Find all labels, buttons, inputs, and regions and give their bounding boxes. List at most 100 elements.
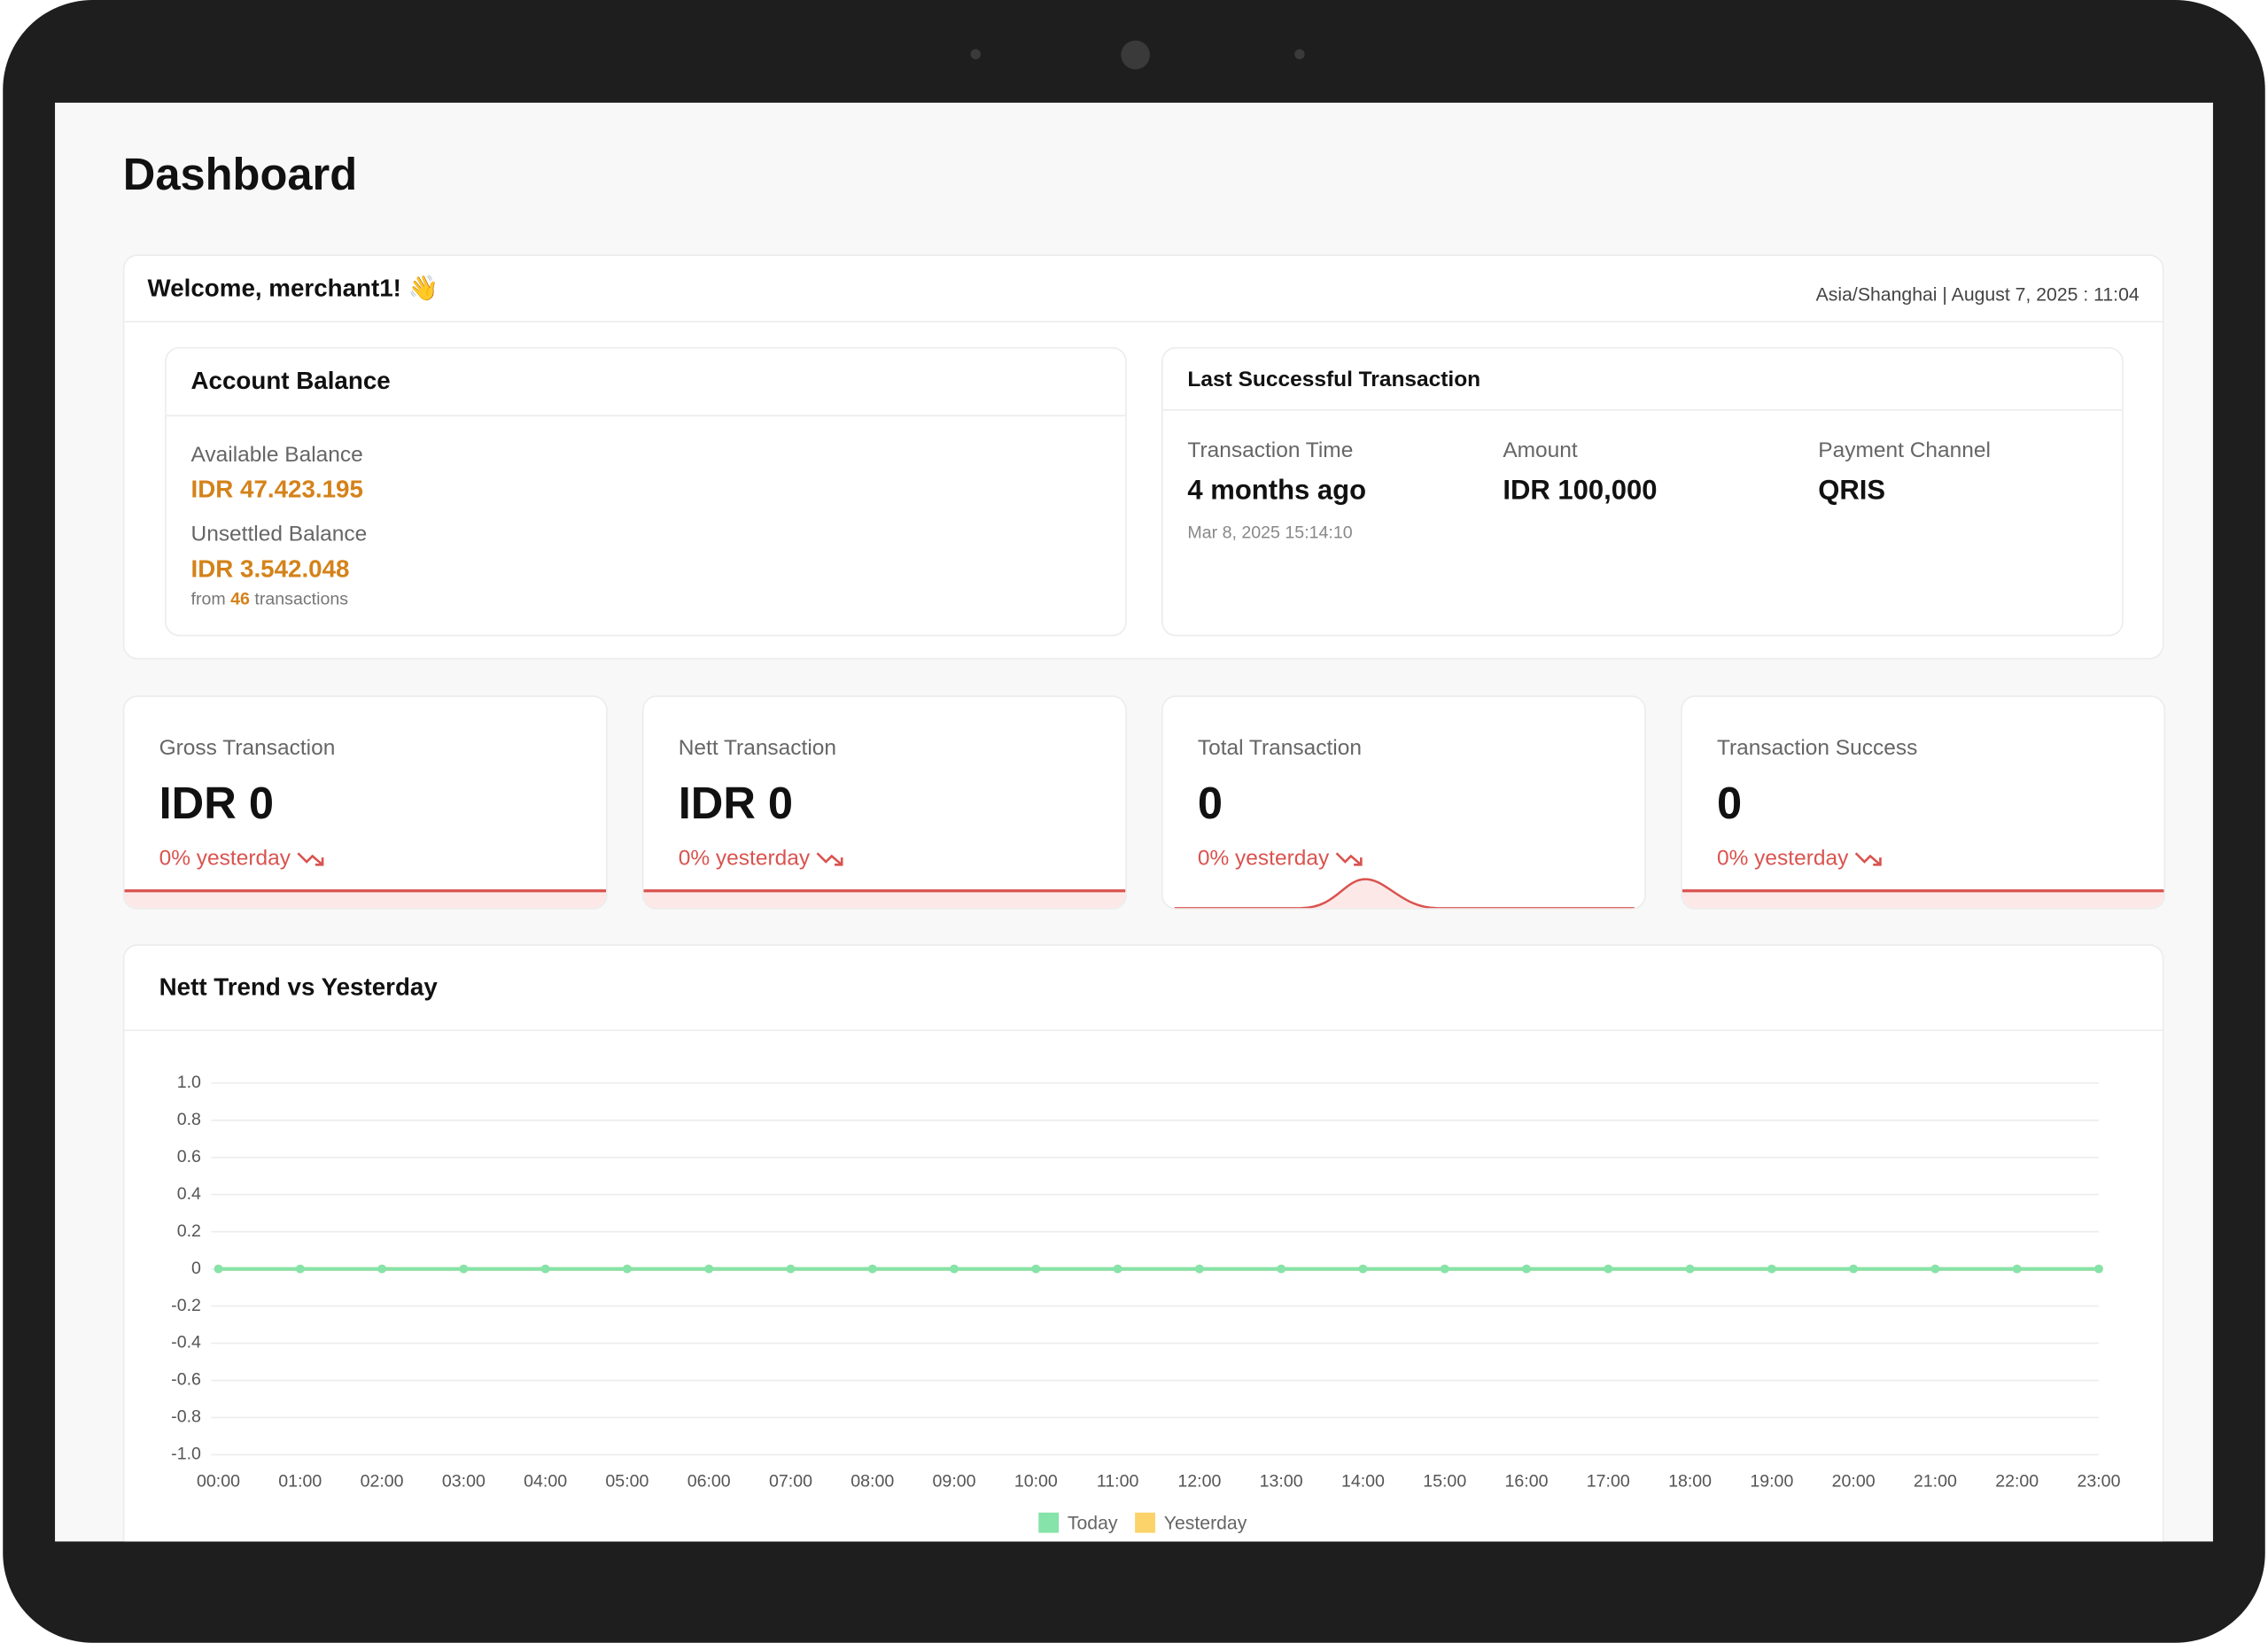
- count: 46: [230, 588, 250, 609]
- card-title: Account Balance: [190, 367, 391, 395]
- x-tick-label: 04:00: [524, 1472, 567, 1492]
- stat-card: Transaction Success 0 0% yesterday: [1681, 695, 2166, 910]
- data-point: [1930, 1264, 1940, 1274]
- x-tick-label: 23:00: [2077, 1472, 2120, 1492]
- x-tick-label: 07:00: [769, 1472, 812, 1492]
- x-tick-label: 13:00: [1260, 1472, 1303, 1492]
- change-text: 0% yesterday: [159, 846, 291, 871]
- data-point: [2012, 1264, 2022, 1274]
- x-tick-label: 12:00: [1177, 1472, 1221, 1492]
- data-point: [1522, 1264, 1531, 1274]
- stat-value: IDR 0: [159, 778, 274, 829]
- legend-swatch: [1135, 1512, 1155, 1533]
- chart-card: Nett Trend vs Yesterday -1.0 -0.8 -0.6 -0.4…: [122, 944, 2164, 1542]
- data-point: [2094, 1264, 2103, 1274]
- card-title: Last Successful Transaction: [1187, 367, 1481, 392]
- trend-down-icon: [1854, 852, 1882, 866]
- balance-value: IDR 47.423.195: [190, 476, 363, 504]
- x-tick-label: 20:00: [1832, 1472, 1876, 1492]
- label: Transaction Time: [1187, 438, 1354, 463]
- greeting: Welcome, merchant1! 👋: [147, 275, 439, 303]
- y-tick-label: 0.2: [177, 1221, 201, 1241]
- stat-change: 0% yesterday: [159, 846, 326, 871]
- change-text: 0% yesterday: [1197, 846, 1330, 871]
- stat-value: 0: [1716, 778, 1743, 829]
- y-tick-label: -0.2: [171, 1296, 201, 1315]
- welcome-card: Welcome, merchant1! 👋 Asia/Shanghai | Au…: [122, 254, 2164, 660]
- x-tick-label: 19:00: [1750, 1472, 1793, 1492]
- sensor: [1294, 49, 1305, 59]
- data-point: [1031, 1264, 1041, 1274]
- data-point: [1358, 1264, 1368, 1274]
- x-tick-label: 08:00: [850, 1472, 894, 1492]
- data-point: [459, 1264, 469, 1274]
- x-tick-label: 18:00: [1668, 1472, 1712, 1492]
- data-point: [1685, 1264, 1695, 1274]
- data-point: [867, 1264, 877, 1274]
- data-point: [786, 1264, 796, 1274]
- last-transaction-card: Last Successful Transaction Transaction …: [1161, 346, 2124, 637]
- sensor: [970, 49, 981, 59]
- divider: [124, 321, 2163, 323]
- divider: [1162, 409, 2123, 411]
- y-tick-label: 0.4: [177, 1184, 201, 1204]
- stat-change: 0% yesterday: [1198, 846, 1364, 871]
- data-point: [1194, 1264, 1204, 1274]
- data-point: [950, 1264, 959, 1274]
- x-tick-label: 05:00: [605, 1472, 649, 1492]
- trend-down-icon: [297, 852, 324, 866]
- data-point: [1767, 1264, 1776, 1274]
- x-tick-label: 09:00: [933, 1472, 976, 1492]
- data-point: [1113, 1264, 1122, 1274]
- x-tick-label: 15:00: [1423, 1472, 1466, 1492]
- sparkline: [1174, 878, 1635, 909]
- stat-change: 0% yesterday: [1717, 846, 1884, 871]
- change-text: 0% yesterday: [678, 846, 811, 871]
- x-tick-label: 22:00: [1995, 1472, 2039, 1492]
- detail: Mar 8, 2025 15:14:10: [1187, 522, 1353, 543]
- y-tick-label: -0.6: [171, 1370, 201, 1390]
- data-point: [1604, 1264, 1613, 1274]
- text: from: [190, 588, 226, 609]
- y-tick-label: -0.8: [171, 1407, 201, 1427]
- data-point: [1849, 1264, 1859, 1274]
- stat-label: Total Transaction: [1197, 736, 1362, 761]
- stat-label: Nett Transaction: [678, 736, 837, 761]
- y-tick-label: 0: [191, 1259, 201, 1278]
- data-point: [214, 1264, 223, 1274]
- x-tick-label: 02:00: [361, 1472, 404, 1492]
- legend-label: Today: [1068, 1513, 1118, 1533]
- data-point: [540, 1264, 550, 1274]
- legend-swatch: [1038, 1512, 1060, 1533]
- value: 4 months ago: [1187, 476, 1367, 507]
- sparkline: [1682, 889, 2164, 909]
- data-point: [295, 1264, 305, 1274]
- value: QRIS: [1818, 476, 1886, 507]
- balance-value: IDR 3.542.048: [190, 554, 350, 583]
- trend-down-icon: [1335, 852, 1363, 866]
- x-tick-label: 16:00: [1505, 1472, 1549, 1492]
- data-point: [704, 1264, 714, 1274]
- label: Unsettled Balance: [190, 522, 368, 547]
- x-tick-label: 03:00: [442, 1472, 485, 1492]
- x-tick-label: 14:00: [1341, 1472, 1385, 1492]
- page-title: Dashboard: [122, 149, 358, 200]
- screen: Dashboard Welcome, merchant1! 👋 Asia/Sha…: [55, 102, 2213, 1542]
- camera: [1121, 40, 1150, 70]
- stat-card: Total Transaction 0 0% yesterday: [1161, 695, 1646, 910]
- stat-label: Gross Transaction: [159, 736, 336, 761]
- stat-change: 0% yesterday: [679, 846, 845, 871]
- data-point: [1277, 1264, 1286, 1274]
- stat-label: Transaction Success: [1716, 736, 1918, 761]
- label: Amount: [1503, 438, 1578, 463]
- data-point: [623, 1264, 632, 1274]
- divider: [166, 415, 1126, 417]
- stat-value: 0: [1197, 778, 1223, 829]
- x-tick-label: 21:00: [1914, 1472, 1957, 1492]
- x-tick-label: 10:00: [1014, 1472, 1058, 1492]
- y-tick-label: -1.0: [171, 1445, 201, 1464]
- chart-title: Nett Trend vs Yesterday: [159, 973, 438, 1001]
- y-tick-label: 0.8: [177, 1110, 201, 1129]
